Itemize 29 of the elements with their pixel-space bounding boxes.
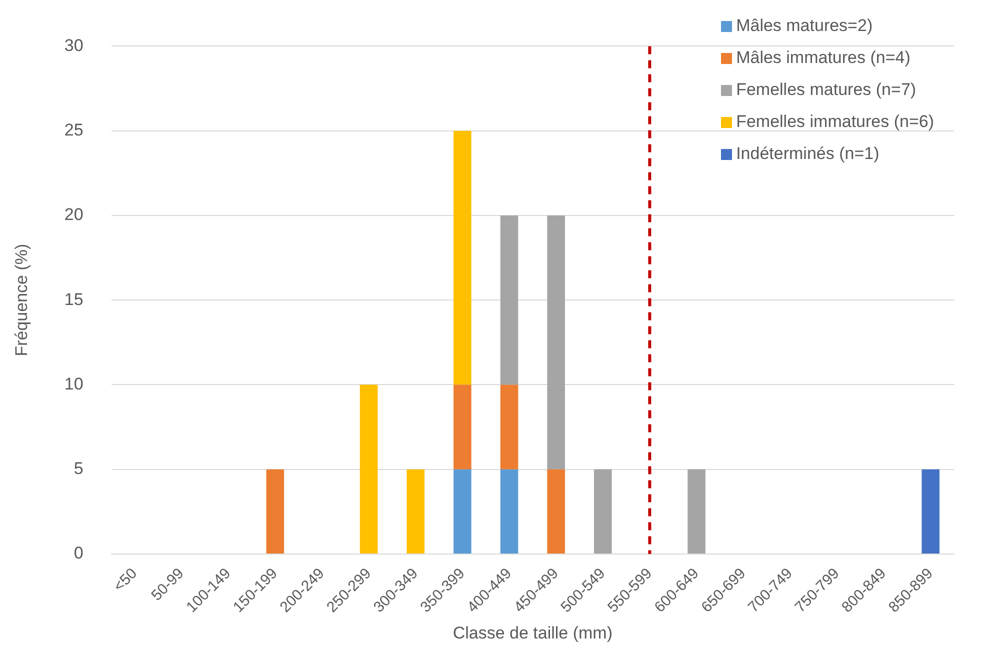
bar xyxy=(454,130,472,385)
x-tick-label: <50 xyxy=(110,565,140,596)
bar xyxy=(360,384,378,554)
y-tick-label: 20 xyxy=(64,205,84,224)
bar xyxy=(688,469,706,554)
bar xyxy=(266,469,284,554)
y-tick-label: 10 xyxy=(64,374,84,394)
legend-label: Indéterminés (n=1) xyxy=(736,144,880,164)
y-tick-label: 30 xyxy=(64,36,84,55)
bar xyxy=(500,469,518,554)
y-tick-label: 15 xyxy=(64,290,84,309)
bar xyxy=(500,215,518,385)
y-axis-title: Fréquence (%) xyxy=(12,244,31,356)
bar xyxy=(547,469,565,554)
bar xyxy=(454,384,472,470)
legend-label: Mâles matures=2) xyxy=(736,16,873,36)
x-axis-title: Classe de taille (mm) xyxy=(452,623,612,642)
bar xyxy=(406,469,425,554)
y-tick-label: 25 xyxy=(64,120,84,140)
legend-label: Femelles matures (n=7) xyxy=(736,80,916,100)
legend-label: Femelles immatures (n=6) xyxy=(736,112,934,132)
bar xyxy=(594,469,612,554)
legend-label: Mâles immatures (n=4) xyxy=(736,48,910,68)
bar xyxy=(454,469,472,554)
y-tick-label: 5 xyxy=(74,459,84,478)
bar xyxy=(500,384,518,470)
bar xyxy=(922,469,940,554)
bar xyxy=(547,215,565,470)
y-tick-label: 0 xyxy=(74,544,84,563)
